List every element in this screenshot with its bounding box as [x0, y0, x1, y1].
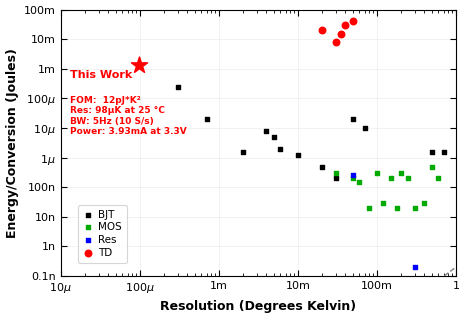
- MOS: [405, 176, 412, 181]
- MOS: [332, 171, 339, 176]
- MOS: [373, 171, 381, 176]
- BJT: [239, 150, 246, 155]
- BJT: [294, 153, 302, 158]
- Res: [411, 264, 418, 270]
- Point: [135, 63, 143, 68]
- Y-axis label: Energy/Conversion (Joules): Energy/Conversion (Joules): [6, 48, 19, 238]
- MOS: [428, 164, 436, 169]
- BJT: [203, 116, 210, 122]
- BJT: [349, 116, 357, 122]
- BJT: [277, 146, 284, 151]
- BJT: [332, 176, 339, 181]
- Text: FOM:  12pJ*K²
Res: 98μK at 25 °C
BW: 5Hz (10 S/s)
Power: 3.93mA at 3.3V: FOM: 12pJ*K² Res: 98μK at 25 °C BW: 5Hz …: [70, 96, 186, 136]
- TD: [318, 28, 325, 33]
- MOS: [421, 200, 428, 205]
- MOS: [365, 205, 373, 211]
- MOS: [397, 171, 405, 176]
- TD: [337, 31, 345, 36]
- MOS: [349, 176, 357, 181]
- Legend: BJT, MOS, Res, TD: BJT, MOS, Res, TD: [78, 204, 126, 263]
- MOS: [356, 180, 363, 185]
- Text: 200 pJ*K²: 200 pJ*K²: [0, 318, 1, 319]
- BJT: [440, 150, 447, 155]
- MOS: [393, 205, 401, 211]
- Text: 20 pJ*K²: 20 pJ*K²: [0, 318, 1, 319]
- MOS: [387, 176, 395, 181]
- BJT: [271, 134, 278, 139]
- TD: [342, 22, 349, 27]
- MOS: [435, 176, 442, 181]
- Res: [349, 173, 357, 178]
- BJT: [263, 128, 270, 133]
- TD: [332, 40, 339, 45]
- TD: [349, 19, 357, 24]
- BJT: [318, 164, 325, 169]
- MOS: [379, 200, 387, 205]
- MOS: [411, 205, 418, 211]
- Text: This Work: This Work: [70, 70, 132, 80]
- BJT: [361, 125, 368, 130]
- BJT: [428, 150, 436, 155]
- X-axis label: Resolution (Degrees Kelvin): Resolution (Degrees Kelvin): [160, 300, 357, 314]
- BJT: [174, 84, 181, 89]
